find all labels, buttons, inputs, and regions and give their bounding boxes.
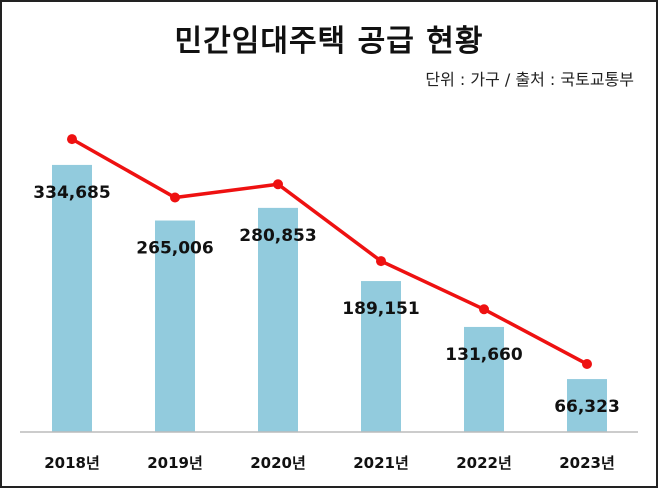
trend-line [71,137,588,366]
x-tick-label: 2021년 [353,454,409,472]
trend-point-2022년 [479,304,489,315]
bar-2019년 [155,220,195,432]
x-tick-label: 2023년 [559,454,615,472]
trend-point-2019년 [170,192,180,203]
x-tick-label: 2022년 [456,454,512,472]
chart-title: 민간임대주택 공급 현황 [174,24,484,59]
chart-subtitle: 단위 : 가구 / 출처 : 국토교통부 [425,70,634,89]
trend-point-2020년 [273,179,283,190]
data-label: 280,853 [239,226,316,246]
data-label: 131,660 [445,345,523,365]
data-label: 265,006 [136,239,213,259]
x-tick-label: 2018년 [44,454,100,472]
bar-2023년 [567,379,607,432]
bar-2022년 [464,326,504,432]
x-tick-label: 2019년 [147,454,203,472]
bar-2020년 [258,207,298,432]
data-label: 334,685 [33,183,110,203]
data-label: 66,323 [554,397,620,417]
data-label: 189,151 [342,299,419,319]
trend-point-2021년 [376,256,386,267]
trend-point-2023년 [582,359,592,370]
trend-point-2018년 [67,134,77,145]
bar-2021년 [361,281,401,432]
bar-2018년 [52,164,92,432]
x-tick-label: 2020년 [250,454,306,472]
